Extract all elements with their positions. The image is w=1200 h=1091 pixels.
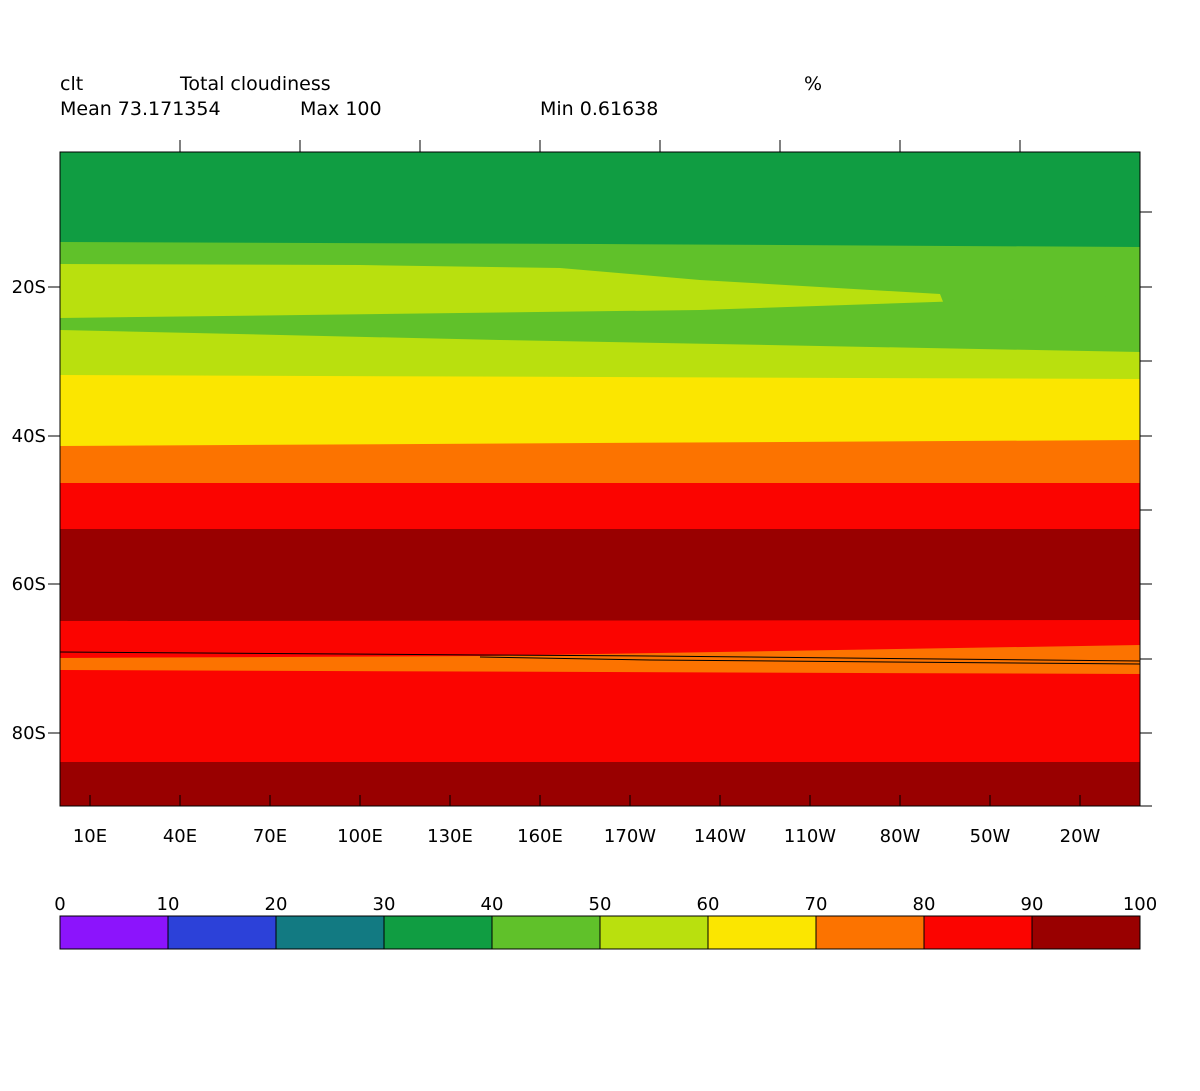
colorbar-level-label: 30 <box>373 894 396 915</box>
contour-bands <box>60 152 1140 806</box>
min-stat: Min 0.61638 <box>540 98 659 120</box>
variable-name: clt <box>60 73 84 95</box>
contour-lines <box>59 651 1141 665</box>
colorbar-swatch <box>167 915 277 950</box>
colorbar-level-label: 40 <box>481 894 504 915</box>
max-stat: Max 100 <box>300 98 382 120</box>
colorbar-level-label: 80 <box>913 894 936 915</box>
x-tick-label: 130E <box>427 826 473 847</box>
colorbar-swatch <box>491 915 601 950</box>
colorbar-level-label: 100 <box>1123 894 1157 915</box>
contour-line <box>59 651 1141 662</box>
y-axis: 20S 40S 60S 80S <box>12 211 1152 807</box>
units-label: % <box>804 73 823 95</box>
y-tick-label: 20S <box>12 277 46 298</box>
x-tick-label: 170W <box>604 826 656 847</box>
plot-frame <box>59 151 1141 807</box>
colorbar-level-label: 10 <box>157 894 180 915</box>
y-tick-label: 40S <box>12 426 46 447</box>
colorbar-level-label: 20 <box>265 894 288 915</box>
x-tick-label: 40E <box>163 826 197 847</box>
colorbar-swatch <box>599 915 709 950</box>
x-tick-label: 140W <box>694 826 746 847</box>
colorbar-swatch <box>1031 915 1141 950</box>
y-tick-label: 80S <box>12 723 46 744</box>
colorbar-level-label: 70 <box>805 894 828 915</box>
colorbar-swatch <box>815 915 925 950</box>
contour-band-90-100 <box>60 762 1140 806</box>
colorbar-level-label: 0 <box>54 894 65 915</box>
colorbar-swatch <box>383 915 493 950</box>
colorbar-swatch <box>59 915 169 950</box>
colorbar-swatch <box>923 915 1033 950</box>
x-tick-label: 110W <box>784 826 836 847</box>
colorbar-swatch <box>275 915 385 950</box>
colorbar-level-label: 90 <box>1021 894 1044 915</box>
y-tick-label: 60S <box>12 574 46 595</box>
colorbar-level-label: 60 <box>697 894 720 915</box>
contour-line <box>479 656 1141 665</box>
mean-stat: Mean 73.171354 <box>60 98 221 120</box>
x-tick-label: 100E <box>337 826 383 847</box>
colorbar-level-label: 50 <box>589 894 612 915</box>
x-tick-label: 50W <box>970 826 1011 847</box>
chart-title: Total cloudiness <box>180 73 331 95</box>
x-tick-label: 10E <box>73 826 107 847</box>
x-tick-label: 70E <box>253 826 287 847</box>
colorbar: 0 10 20 30 40 50 60 70 80 90 100 <box>54 894 1157 950</box>
colorbar-swatch <box>707 915 817 950</box>
x-tick-label: 160E <box>517 826 563 847</box>
x-axis: 10E 40E 70E 100E 130E 160E 170W 140W 110W 80W 50W 2… <box>73 140 1101 847</box>
x-tick-label: 80W <box>880 826 921 847</box>
x-tick-label: 20W <box>1060 826 1101 847</box>
